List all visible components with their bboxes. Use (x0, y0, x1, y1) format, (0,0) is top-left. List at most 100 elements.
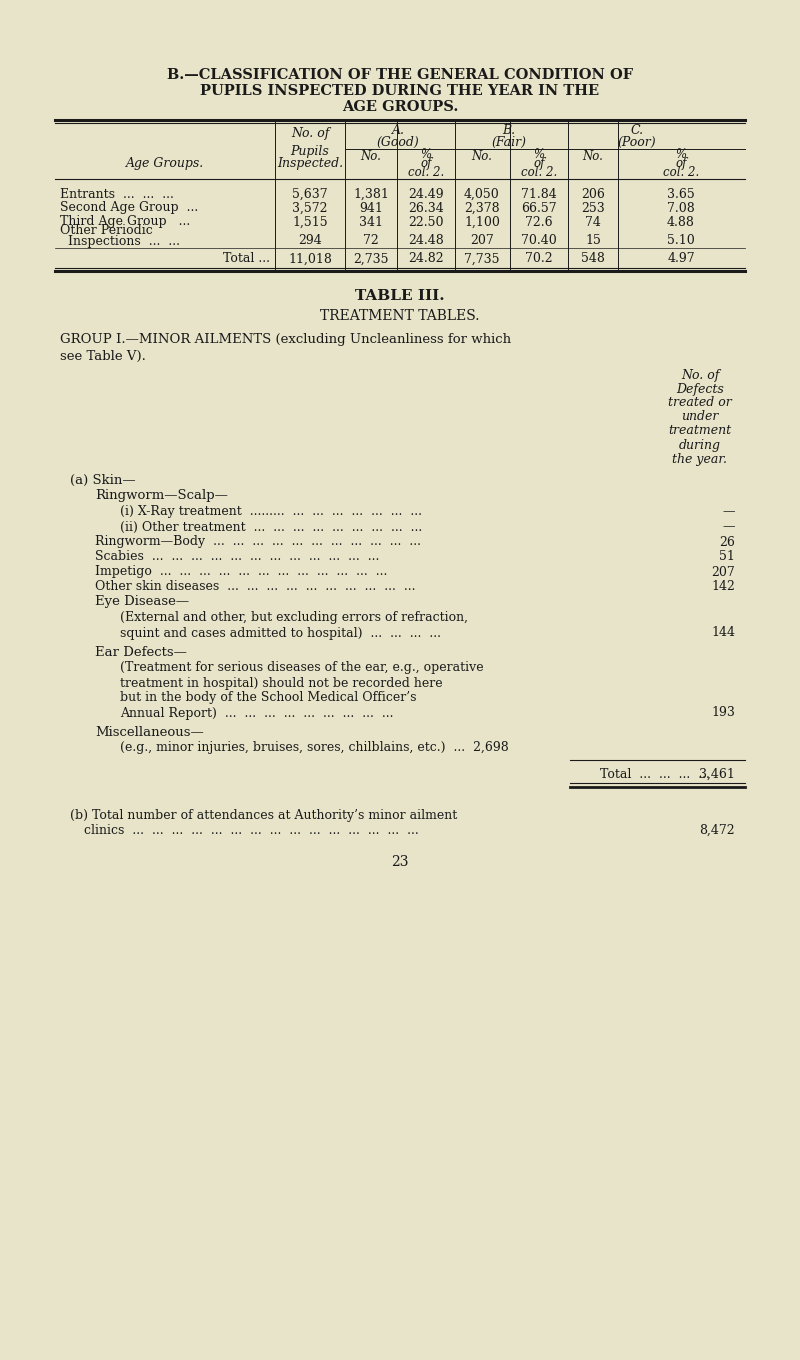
Text: Inspected.: Inspected. (277, 156, 343, 170)
Text: (b) Total number of attendances at Authority’s minor ailment: (b) Total number of attendances at Autho… (70, 808, 458, 821)
Text: 24.48: 24.48 (408, 234, 444, 248)
Text: 8,472: 8,472 (699, 824, 735, 836)
Text: Impetigo  ...  ...  ...  ...  ...  ...  ...  ...  ...  ...  ...  ...: Impetigo ... ... ... ... ... ... ... ...… (95, 566, 387, 578)
Text: but in the body of the School Medical Officer’s: but in the body of the School Medical Of… (120, 691, 417, 704)
Text: 294: 294 (298, 234, 322, 248)
Text: Total  ...  ...  ...  ...: Total ... ... ... ... (600, 767, 710, 781)
Text: 7.08: 7.08 (667, 201, 695, 215)
Text: 24.82: 24.82 (408, 253, 444, 265)
Text: Third Age Group   ...: Third Age Group ... (60, 215, 190, 228)
Text: GROUP I.—MINOR AILMENTS (excluding Uncleanliness for which: GROUP I.—MINOR AILMENTS (excluding Uncle… (60, 333, 511, 347)
Text: 15: 15 (585, 234, 601, 248)
Text: 548: 548 (581, 253, 605, 265)
Text: 4,050: 4,050 (464, 188, 500, 200)
Text: 72: 72 (363, 234, 379, 248)
Text: A.: A. (391, 125, 405, 137)
Text: Annual Report)  ...  ...  ...  ...  ...  ...  ...  ...  ...: Annual Report) ... ... ... ... ... ... .… (120, 706, 394, 719)
Text: —: — (722, 521, 735, 533)
Text: 3,572: 3,572 (292, 201, 328, 215)
Text: 142: 142 (711, 581, 735, 593)
Text: 26.34: 26.34 (408, 201, 444, 215)
Text: No. of: No. of (291, 128, 329, 140)
Text: 941: 941 (359, 201, 383, 215)
Text: No. of: No. of (681, 369, 719, 382)
Text: 4.88: 4.88 (667, 215, 695, 228)
Text: Ear Defects—: Ear Defects— (95, 646, 187, 658)
Text: col. 2.: col. 2. (521, 166, 557, 178)
Text: col. 2.: col. 2. (408, 166, 444, 178)
Text: (e.g., minor injuries, bruises, sores, chilblains, etc.)  ...  2,698: (e.g., minor injuries, bruises, sores, c… (120, 741, 509, 755)
Text: Scabies  ...  ...  ...  ...  ...  ...  ...  ...  ...  ...  ...  ...: Scabies ... ... ... ... ... ... ... ... … (95, 551, 379, 563)
Text: (i) X-Ray treatment  .........  ...  ...  ...  ...  ...  ...  ...: (i) X-Ray treatment ......... ... ... ..… (120, 506, 422, 518)
Text: see Table V).: see Table V). (60, 350, 146, 363)
Text: 51: 51 (719, 551, 735, 563)
Text: clinics  ...  ...  ...  ...  ...  ...  ...  ...  ...  ...  ...  ...  ...  ...  .: clinics ... ... ... ... ... ... ... ... … (84, 824, 418, 836)
Text: 207: 207 (711, 566, 735, 578)
Text: 66.57: 66.57 (521, 201, 557, 215)
Text: No.: No. (582, 151, 603, 163)
Text: 7,735: 7,735 (464, 253, 500, 265)
Text: Pupils: Pupils (290, 144, 330, 158)
Text: Entrants  ...  ...  ...: Entrants ... ... ... (60, 188, 174, 200)
Text: treatment in hospital) should not be recorded here: treatment in hospital) should not be rec… (120, 676, 442, 690)
Text: 22.50: 22.50 (408, 215, 444, 228)
Text: AGE GROUPS.: AGE GROUPS. (342, 101, 458, 114)
Text: Total ...: Total ... (223, 253, 270, 265)
Text: the year.: the year. (673, 453, 727, 465)
Text: B.: B. (502, 125, 515, 137)
Text: 206: 206 (581, 188, 605, 200)
Text: 1,515: 1,515 (292, 215, 328, 228)
Text: (Fair): (Fair) (491, 136, 526, 148)
Text: 207: 207 (470, 234, 494, 248)
Text: (Poor): (Poor) (618, 136, 656, 148)
Text: 26: 26 (719, 536, 735, 548)
Text: 1,381: 1,381 (353, 188, 389, 200)
Text: (External and other, but excluding errors of refraction,: (External and other, but excluding error… (120, 612, 468, 624)
Text: (Treatment for serious diseases of the ear, e.g., operative: (Treatment for serious diseases of the e… (120, 661, 484, 675)
Text: 2,378: 2,378 (464, 201, 500, 215)
Text: (ii) Other treatment  ...  ...  ...  ...  ...  ...  ...  ...  ...: (ii) Other treatment ... ... ... ... ...… (120, 521, 422, 533)
Text: 70.40: 70.40 (521, 234, 557, 248)
Text: 70.2: 70.2 (525, 253, 553, 265)
Text: of: of (534, 156, 545, 170)
Text: Ringworm—Body  ...  ...  ...  ...  ...  ...  ...  ...  ...  ...  ...: Ringworm—Body ... ... ... ... ... ... ..… (95, 536, 421, 548)
Text: 72.6: 72.6 (525, 215, 553, 228)
Text: TREATMENT TABLES.: TREATMENT TABLES. (320, 309, 480, 324)
Text: —: — (722, 506, 735, 518)
Text: 5.10: 5.10 (667, 234, 695, 248)
Text: Other skin diseases  ...  ...  ...  ...  ...  ...  ...  ...  ...  ...: Other skin diseases ... ... ... ... ... … (95, 581, 415, 593)
Text: %: % (675, 147, 686, 160)
Text: 4.97: 4.97 (667, 253, 695, 265)
Text: (Good): (Good) (377, 136, 419, 148)
Text: TABLE III.: TABLE III. (355, 290, 445, 303)
Text: Other Periodic: Other Periodic (60, 224, 153, 238)
Text: col. 2.: col. 2. (663, 166, 699, 178)
Text: 3.65: 3.65 (667, 188, 695, 200)
Text: squint and cases admitted to hospital)  ...  ...  ...  ...: squint and cases admitted to hospital) .… (120, 627, 441, 639)
Text: 11,018: 11,018 (288, 253, 332, 265)
Text: Second Age Group  ...: Second Age Group ... (60, 201, 198, 215)
Text: treatment: treatment (669, 424, 731, 438)
Text: during: during (679, 438, 721, 452)
Text: 24.49: 24.49 (408, 188, 444, 200)
Text: 341: 341 (359, 215, 383, 228)
Text: No.: No. (361, 151, 382, 163)
Text: B.—CLASSIFICATION OF THE GENERAL CONDITION OF: B.—CLASSIFICATION OF THE GENERAL CONDITI… (167, 68, 633, 82)
Text: 5,637: 5,637 (292, 188, 328, 200)
Text: under: under (682, 411, 718, 423)
Text: %: % (421, 147, 431, 160)
Text: %: % (534, 147, 545, 160)
Text: 3,461: 3,461 (699, 767, 735, 781)
Text: 1,100: 1,100 (464, 215, 500, 228)
Text: Ringworm—Scalp—: Ringworm—Scalp— (95, 490, 228, 502)
Text: 23: 23 (391, 855, 409, 869)
Text: Miscellaneous—: Miscellaneous— (95, 725, 204, 738)
Text: No.: No. (471, 151, 493, 163)
Text: 144: 144 (711, 627, 735, 639)
Text: 74: 74 (585, 215, 601, 228)
Text: 2,735: 2,735 (354, 253, 389, 265)
Text: C.: C. (630, 125, 643, 137)
Text: 253: 253 (581, 201, 605, 215)
Text: (a) Skin—: (a) Skin— (70, 473, 136, 487)
Text: of: of (420, 156, 432, 170)
